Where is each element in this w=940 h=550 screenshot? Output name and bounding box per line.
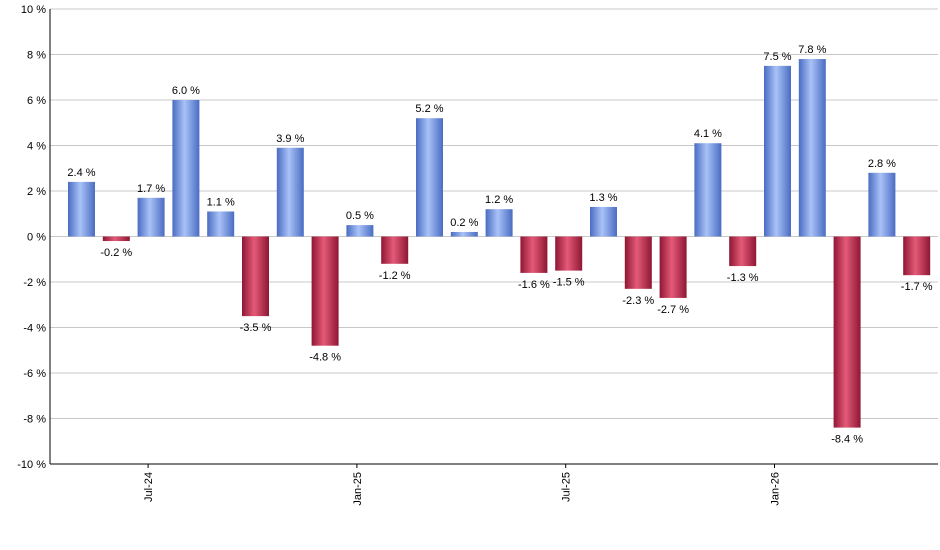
bar bbox=[381, 236, 409, 264]
bars bbox=[68, 59, 931, 428]
y-tick-label: -2 % bbox=[23, 277, 46, 289]
bar bbox=[868, 172, 896, 237]
bar bbox=[450, 231, 478, 237]
bar-data-label: 4.1 % bbox=[694, 128, 722, 140]
bar bbox=[485, 209, 513, 237]
axes bbox=[49, 9, 938, 465]
x-tick-label: Jul-25 bbox=[561, 472, 573, 502]
bar-data-label: -2.7 % bbox=[657, 304, 689, 316]
bar-data-label: 7.5 % bbox=[763, 51, 791, 63]
bar bbox=[833, 236, 861, 428]
bar-data-label: -2.3 % bbox=[622, 295, 654, 307]
bar-data-label: 0.2 % bbox=[450, 217, 478, 229]
bar-data-label: 2.4 % bbox=[67, 167, 95, 179]
x-tick-label: Jul-24 bbox=[143, 472, 155, 502]
y-axis-tick-labels: -10 % -8 % -6 % -4 % -2 % 0 % 2 % 4 % 6 % 8 % 10 % bbox=[17, 4, 46, 471]
bar-data-label: 1.2 % bbox=[485, 194, 513, 206]
bar-data-label: 2.8 % bbox=[868, 158, 896, 170]
bar bbox=[624, 236, 652, 289]
bar bbox=[311, 236, 339, 346]
y-tick-label: -4 % bbox=[23, 323, 46, 335]
y-tick-label: -8 % bbox=[23, 414, 46, 426]
y-tick-label: 2 % bbox=[27, 186, 46, 198]
bar bbox=[694, 143, 722, 237]
bar bbox=[346, 225, 374, 237]
bar bbox=[764, 65, 791, 237]
y-tick-label: 6 % bbox=[27, 95, 46, 107]
bar bbox=[729, 236, 757, 267]
bar-data-label: 3.9 % bbox=[276, 133, 304, 145]
bar-data-label: 5.2 % bbox=[415, 103, 443, 115]
bar-data-label: 6.0 % bbox=[172, 85, 200, 97]
bar bbox=[137, 197, 165, 237]
y-tick-label: -6 % bbox=[23, 368, 46, 380]
bar-data-label: -1.6 % bbox=[518, 279, 550, 291]
y-tick-label: 10 % bbox=[21, 4, 46, 16]
bar bbox=[416, 118, 443, 237]
bar-data-label: 1.7 % bbox=[137, 183, 165, 195]
bar-data-label: 0.5 % bbox=[346, 210, 374, 222]
bar bbox=[172, 100, 200, 237]
bar bbox=[276, 147, 304, 237]
x-axis-tick-labels: Jul-24 Jan-25 Jul-25 Jan-26 bbox=[143, 464, 782, 506]
bar bbox=[102, 236, 130, 242]
y-tick-label: 8 % bbox=[27, 50, 46, 62]
bar-data-label: -8.4 % bbox=[831, 434, 863, 446]
bar bbox=[798, 59, 826, 237]
bar-data-label: 7.8 % bbox=[798, 44, 826, 56]
bar-data-label: -1.7 % bbox=[901, 281, 933, 293]
bar-data-label: -1.3 % bbox=[727, 272, 759, 284]
bar-data-label: 1.1 % bbox=[207, 196, 235, 208]
bar bbox=[68, 181, 95, 237]
bar-data-label: 1.3 % bbox=[589, 192, 617, 204]
x-tick-label: Jan-26 bbox=[770, 472, 782, 506]
bar-data-label: -3.5 % bbox=[240, 322, 272, 334]
bar bbox=[520, 236, 548, 273]
bar bbox=[659, 236, 687, 298]
bar bbox=[207, 211, 235, 237]
bar bbox=[242, 236, 269, 317]
bar-data-label: -0.2 % bbox=[100, 247, 132, 259]
y-tick-label: 0 % bbox=[27, 232, 46, 244]
bar bbox=[590, 206, 617, 237]
bar-data-label: -1.2 % bbox=[379, 270, 411, 282]
y-tick-label: -10 % bbox=[17, 459, 46, 471]
bar bbox=[555, 236, 583, 271]
x-tick-label: Jan-25 bbox=[352, 472, 364, 506]
bar-data-labels: 2.4 % -0.2 % 1.7 % 6.0 % 1.1 % -3.5 % 3.9 % -4.… bbox=[67, 44, 932, 446]
bar-data-label: -1.5 % bbox=[553, 277, 585, 289]
y-tick-label: 4 % bbox=[27, 141, 46, 153]
bar bbox=[903, 236, 931, 276]
bar-data-label: -4.8 % bbox=[309, 352, 341, 364]
